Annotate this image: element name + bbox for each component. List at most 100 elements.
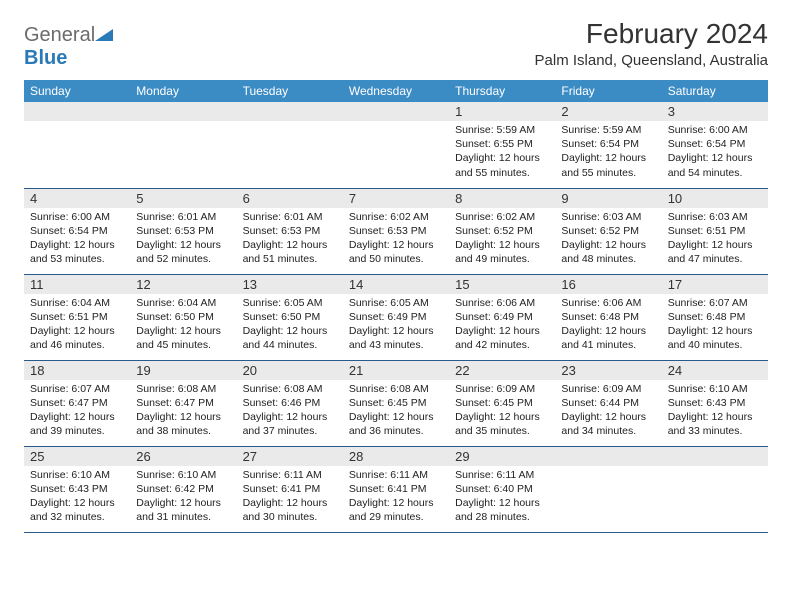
day-details: Sunrise: 5:59 AMSunset: 6:55 PMDaylight:… — [449, 121, 555, 184]
daylight-text-2: and 49 minutes. — [455, 252, 549, 266]
sunset-text: Sunset: 6:53 PM — [243, 224, 337, 238]
calendar-cell: 5Sunrise: 6:01 AMSunset: 6:53 PMDaylight… — [130, 188, 236, 274]
day-number: 13 — [237, 275, 343, 294]
day-details: Sunrise: 6:09 AMSunset: 6:44 PMDaylight:… — [555, 380, 661, 443]
calendar-cell — [343, 102, 449, 188]
daylight-text: Daylight: 12 hours — [455, 410, 549, 424]
sunrise-text: Sunrise: 6:11 AM — [455, 468, 549, 482]
logo-text-blue: Blue — [24, 47, 67, 69]
daylight-text: Daylight: 12 hours — [455, 324, 549, 338]
daylight-text-2: and 45 minutes. — [136, 338, 230, 352]
day-details: Sunrise: 6:02 AMSunset: 6:53 PMDaylight:… — [343, 208, 449, 271]
day-details: Sunrise: 6:11 AMSunset: 6:41 PMDaylight:… — [343, 466, 449, 529]
calendar-cell: 19Sunrise: 6:08 AMSunset: 6:47 PMDayligh… — [130, 360, 236, 446]
sunset-text: Sunset: 6:47 PM — [136, 396, 230, 410]
day-number: 11 — [24, 275, 130, 294]
day-details: Sunrise: 6:08 AMSunset: 6:45 PMDaylight:… — [343, 380, 449, 443]
calendar-week: 11Sunrise: 6:04 AMSunset: 6:51 PMDayligh… — [24, 274, 768, 360]
calendar-cell — [237, 102, 343, 188]
day-number: 3 — [662, 102, 768, 121]
sunset-text: Sunset: 6:51 PM — [30, 310, 124, 324]
day-details: Sunrise: 6:11 AMSunset: 6:41 PMDaylight:… — [237, 466, 343, 529]
calendar-week: 4Sunrise: 6:00 AMSunset: 6:54 PMDaylight… — [24, 188, 768, 274]
calendar-cell: 14Sunrise: 6:05 AMSunset: 6:49 PMDayligh… — [343, 274, 449, 360]
sunrise-text: Sunrise: 6:10 AM — [30, 468, 124, 482]
calendar-cell: 7Sunrise: 6:02 AMSunset: 6:53 PMDaylight… — [343, 188, 449, 274]
day-number — [555, 447, 661, 466]
calendar-cell: 17Sunrise: 6:07 AMSunset: 6:48 PMDayligh… — [662, 274, 768, 360]
day-details: Sunrise: 6:10 AMSunset: 6:43 PMDaylight:… — [662, 380, 768, 443]
calendar-cell: 4Sunrise: 6:00 AMSunset: 6:54 PMDaylight… — [24, 188, 130, 274]
daylight-text: Daylight: 12 hours — [136, 496, 230, 510]
day-number: 8 — [449, 189, 555, 208]
calendar-table: SundayMondayTuesdayWednesdayThursdayFrid… — [24, 80, 768, 533]
sunset-text: Sunset: 6:45 PM — [349, 396, 443, 410]
sunrise-text: Sunrise: 6:04 AM — [30, 296, 124, 310]
sunrise-text: Sunrise: 6:11 AM — [349, 468, 443, 482]
daylight-text-2: and 36 minutes. — [349, 424, 443, 438]
daylight-text: Daylight: 12 hours — [349, 238, 443, 252]
daylight-text-2: and 47 minutes. — [668, 252, 762, 266]
sunset-text: Sunset: 6:44 PM — [561, 396, 655, 410]
sunset-text: Sunset: 6:45 PM — [455, 396, 549, 410]
day-details: Sunrise: 6:05 AMSunset: 6:50 PMDaylight:… — [237, 294, 343, 357]
sunrise-text: Sunrise: 6:09 AM — [455, 382, 549, 396]
calendar-cell — [555, 446, 661, 532]
daylight-text-2: and 50 minutes. — [349, 252, 443, 266]
sunset-text: Sunset: 6:52 PM — [455, 224, 549, 238]
daylight-text: Daylight: 12 hours — [349, 410, 443, 424]
day-number: 16 — [555, 275, 661, 294]
day-number: 27 — [237, 447, 343, 466]
sunrise-text: Sunrise: 6:08 AM — [349, 382, 443, 396]
daylight-text-2: and 30 minutes. — [243, 510, 337, 524]
day-number: 28 — [343, 447, 449, 466]
day-number: 1 — [449, 102, 555, 121]
sunrise-text: Sunrise: 6:02 AM — [349, 210, 443, 224]
day-number: 14 — [343, 275, 449, 294]
sunset-text: Sunset: 6:54 PM — [30, 224, 124, 238]
daylight-text: Daylight: 12 hours — [455, 496, 549, 510]
sunset-text: Sunset: 6:54 PM — [561, 137, 655, 151]
daylight-text-2: and 53 minutes. — [30, 252, 124, 266]
sunrise-text: Sunrise: 5:59 AM — [561, 123, 655, 137]
daylight-text: Daylight: 12 hours — [455, 238, 549, 252]
day-details: Sunrise: 6:04 AMSunset: 6:50 PMDaylight:… — [130, 294, 236, 357]
calendar-cell — [662, 446, 768, 532]
daylight-text: Daylight: 12 hours — [136, 324, 230, 338]
logo-triangle-icon — [95, 24, 113, 47]
calendar-cell: 16Sunrise: 6:06 AMSunset: 6:48 PMDayligh… — [555, 274, 661, 360]
day-number: 17 — [662, 275, 768, 294]
day-details: Sunrise: 6:07 AMSunset: 6:48 PMDaylight:… — [662, 294, 768, 357]
dayname-header: Saturday — [662, 80, 768, 102]
day-details: Sunrise: 6:01 AMSunset: 6:53 PMDaylight:… — [237, 208, 343, 271]
sunset-text: Sunset: 6:42 PM — [136, 482, 230, 496]
day-details: Sunrise: 6:06 AMSunset: 6:48 PMDaylight:… — [555, 294, 661, 357]
sunrise-text: Sunrise: 6:09 AM — [561, 382, 655, 396]
day-details: Sunrise: 6:05 AMSunset: 6:49 PMDaylight:… — [343, 294, 449, 357]
daylight-text: Daylight: 12 hours — [243, 496, 337, 510]
sunset-text: Sunset: 6:48 PM — [668, 310, 762, 324]
day-number: 22 — [449, 361, 555, 380]
calendar-cell: 2Sunrise: 5:59 AMSunset: 6:54 PMDaylight… — [555, 102, 661, 188]
daylight-text-2: and 46 minutes. — [30, 338, 124, 352]
calendar-cell: 8Sunrise: 6:02 AMSunset: 6:52 PMDaylight… — [449, 188, 555, 274]
calendar-cell: 25Sunrise: 6:10 AMSunset: 6:43 PMDayligh… — [24, 446, 130, 532]
sunrise-text: Sunrise: 6:04 AM — [136, 296, 230, 310]
sunrise-text: Sunrise: 6:10 AM — [668, 382, 762, 396]
day-number: 7 — [343, 189, 449, 208]
day-details: Sunrise: 6:11 AMSunset: 6:40 PMDaylight:… — [449, 466, 555, 529]
day-details: Sunrise: 6:10 AMSunset: 6:42 PMDaylight:… — [130, 466, 236, 529]
daylight-text-2: and 37 minutes. — [243, 424, 337, 438]
sunrise-text: Sunrise: 6:06 AM — [561, 296, 655, 310]
daylight-text-2: and 44 minutes. — [243, 338, 337, 352]
sunrise-text: Sunrise: 6:01 AM — [243, 210, 337, 224]
daylight-text: Daylight: 12 hours — [136, 238, 230, 252]
daylight-text: Daylight: 12 hours — [30, 496, 124, 510]
daylight-text-2: and 38 minutes. — [136, 424, 230, 438]
daylight-text-2: and 48 minutes. — [561, 252, 655, 266]
calendar-cell: 18Sunrise: 6:07 AMSunset: 6:47 PMDayligh… — [24, 360, 130, 446]
day-number: 21 — [343, 361, 449, 380]
calendar-cell: 24Sunrise: 6:10 AMSunset: 6:43 PMDayligh… — [662, 360, 768, 446]
daylight-text: Daylight: 12 hours — [243, 324, 337, 338]
calendar-week: 25Sunrise: 6:10 AMSunset: 6:43 PMDayligh… — [24, 446, 768, 532]
